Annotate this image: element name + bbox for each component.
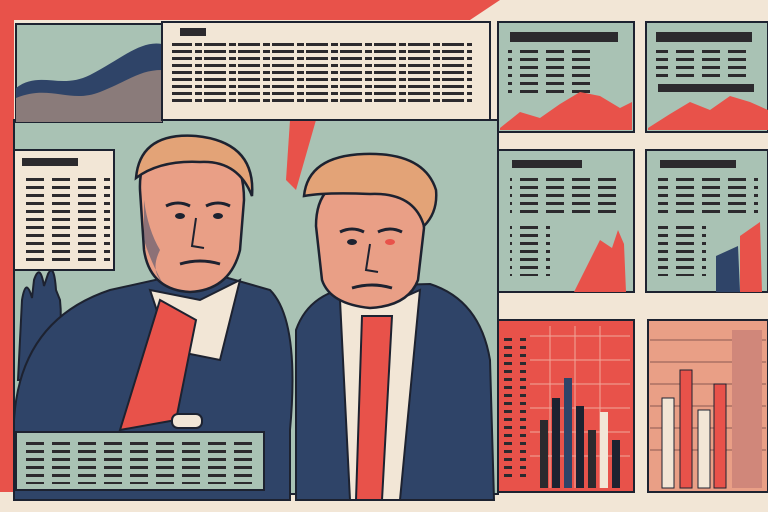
right-top-panel-1 <box>497 21 635 133</box>
red-streak <box>286 120 316 190</box>
right-figure <box>295 152 496 501</box>
bar-chart-panel-1 <box>497 319 635 493</box>
right-top-panel-2 <box>645 21 768 133</box>
left-red-band <box>0 0 14 512</box>
right-mid-panel-2 <box>645 149 768 293</box>
bottom-caption-panel <box>15 413 265 491</box>
bar-chart-panel-2 <box>647 319 768 493</box>
top-left-chart-panel <box>15 23 163 123</box>
top-red-band <box>0 0 500 20</box>
left-text-panel <box>13 149 115 271</box>
top-center-text-panel <box>161 21 491 121</box>
right-mid-panel-1 <box>497 149 635 293</box>
